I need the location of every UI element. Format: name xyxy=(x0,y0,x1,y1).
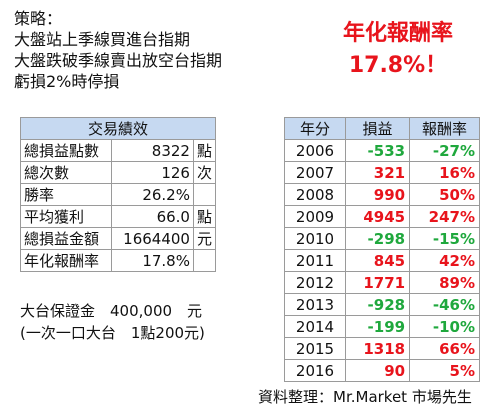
table-row: 2007 321 16% xyxy=(284,161,480,184)
return-cell: 247% xyxy=(409,205,480,228)
return-cell: 16% xyxy=(409,161,480,184)
header-return: 報酬率 xyxy=(409,117,480,140)
year-cell: 2008 xyxy=(284,183,346,206)
year-cell: 2009 xyxy=(284,205,346,228)
year-cell: 2010 xyxy=(284,227,346,250)
table-row: 2011 845 42% xyxy=(284,249,480,272)
strategy-line-stoploss: 虧損2%時停損 xyxy=(14,72,120,91)
pnl-cell: -199 xyxy=(344,315,411,338)
table-row: 2010 -298 -15% xyxy=(284,227,480,250)
contract-line: (一次一口大台 1點200元) xyxy=(20,324,205,342)
year-cell: 2011 xyxy=(284,249,346,272)
return-cell: 42% xyxy=(409,249,480,272)
stat-value: 66.0 xyxy=(111,205,194,228)
yearly-returns-table: 年分 損益 報酬率 2006 -533 -27% 2007 321 16% 2008 990 5… xyxy=(284,117,480,382)
strategy-heading: 策略： xyxy=(14,9,63,28)
source-credit: 資料整理：Mr.Market 市場先生 xyxy=(258,388,472,406)
table-row: 2008 990 50% xyxy=(284,183,480,206)
table-row: 總損益點數 8322 點 xyxy=(19,139,217,162)
performance-table: 交易績效 總損益點數 8322 點總次數 126 次勝率 26.2% 平均獲利 66.0 點總損… xyxy=(19,117,217,272)
year-cell: 2013 xyxy=(284,293,346,316)
return-cell: -27% xyxy=(409,139,480,162)
performance-table-title: 交易績效 xyxy=(20,117,216,140)
headline: 年化報酬率 17.8%！ xyxy=(300,18,496,82)
stat-label: 平均獲利 xyxy=(19,205,113,228)
stat-label: 總損益金額 xyxy=(19,227,113,250)
return-cell: 5% xyxy=(409,359,480,382)
year-cell: 2014 xyxy=(284,315,346,338)
table-row: 2014 -199 -10% xyxy=(284,315,480,338)
return-cell: -10% xyxy=(409,315,480,338)
return-cell: 66% xyxy=(409,337,480,360)
headline-label: 年化報酬率 xyxy=(342,21,453,46)
stat-label: 總損益點數 xyxy=(19,139,113,162)
return-cell: -15% xyxy=(409,227,480,250)
return-cell: 50% xyxy=(409,183,480,206)
stat-unit: 元 xyxy=(192,227,217,250)
stat-value: 8322 xyxy=(111,139,194,162)
return-cell: -46% xyxy=(409,293,480,316)
year-cell: 2006 xyxy=(284,139,346,162)
pnl-cell: 990 xyxy=(344,183,411,206)
header-pnl: 損益 xyxy=(344,117,411,140)
pnl-cell: 1771 xyxy=(344,271,411,294)
stat-unit xyxy=(192,183,217,206)
table-row: 2015 1318 66% xyxy=(284,337,480,360)
pnl-cell: -533 xyxy=(344,139,411,162)
stat-label: 年化報酬率 xyxy=(19,249,113,272)
table-row: 2012 1771 89% xyxy=(284,271,480,294)
margin-note: 大台保證金 400,000 元 (一次一口大台 1點200元) xyxy=(20,300,205,344)
year-cell: 2015 xyxy=(284,337,346,360)
table-row: 2013 -928 -46% xyxy=(284,293,480,316)
stat-unit xyxy=(192,249,217,272)
pnl-cell: 321 xyxy=(344,161,411,184)
year-cell: 2016 xyxy=(284,359,346,382)
pnl-cell: 845 xyxy=(344,249,411,272)
pnl-cell: 4945 xyxy=(344,205,411,228)
strategy-line-sell: 大盤跌破季線賣出放空台指期 xyxy=(14,51,223,70)
table-row: 總次數 126 次 xyxy=(19,161,217,184)
year-cell: 2007 xyxy=(284,161,346,184)
table-row: 2006 -533 -27% xyxy=(284,139,480,162)
stat-value: 126 xyxy=(111,161,194,184)
stat-unit: 點 xyxy=(192,139,217,162)
strategy-line-buy: 大盤站上季線買進台指期 xyxy=(14,30,191,49)
stat-value: 1664400 xyxy=(111,227,194,250)
stat-unit: 點 xyxy=(192,205,217,228)
stat-value: 26.2% xyxy=(111,183,194,206)
pnl-cell: 1318 xyxy=(344,337,411,360)
headline-value: 17.8%！ xyxy=(348,53,448,78)
year-cell: 2012 xyxy=(284,271,346,294)
stat-label: 總次數 xyxy=(19,161,113,184)
margin-line: 大台保證金 400,000 元 xyxy=(20,302,203,320)
table-row: 平均獲利 66.0 點 xyxy=(19,205,217,228)
stat-unit: 次 xyxy=(192,161,217,184)
table-row: 2009 4945 247% xyxy=(284,205,480,228)
strategy-block: 策略： 大盤站上季線買進台指期 大盤跌破季線賣出放空台指期 虧損2%時停損 xyxy=(14,8,222,92)
return-cell: 89% xyxy=(409,271,480,294)
pnl-cell: 90 xyxy=(344,359,411,382)
table-row: 勝率 26.2% xyxy=(19,183,217,206)
stat-value: 17.8% xyxy=(111,249,194,272)
header-year: 年分 xyxy=(284,117,346,140)
table-row: 總損益金額 1664400 元 xyxy=(19,227,217,250)
table-row: 2016 90 5% xyxy=(284,359,480,382)
pnl-cell: -298 xyxy=(344,227,411,250)
table-row: 年化報酬率 17.8% xyxy=(19,249,217,272)
pnl-cell: -928 xyxy=(344,293,411,316)
stat-label: 勝率 xyxy=(19,183,113,206)
